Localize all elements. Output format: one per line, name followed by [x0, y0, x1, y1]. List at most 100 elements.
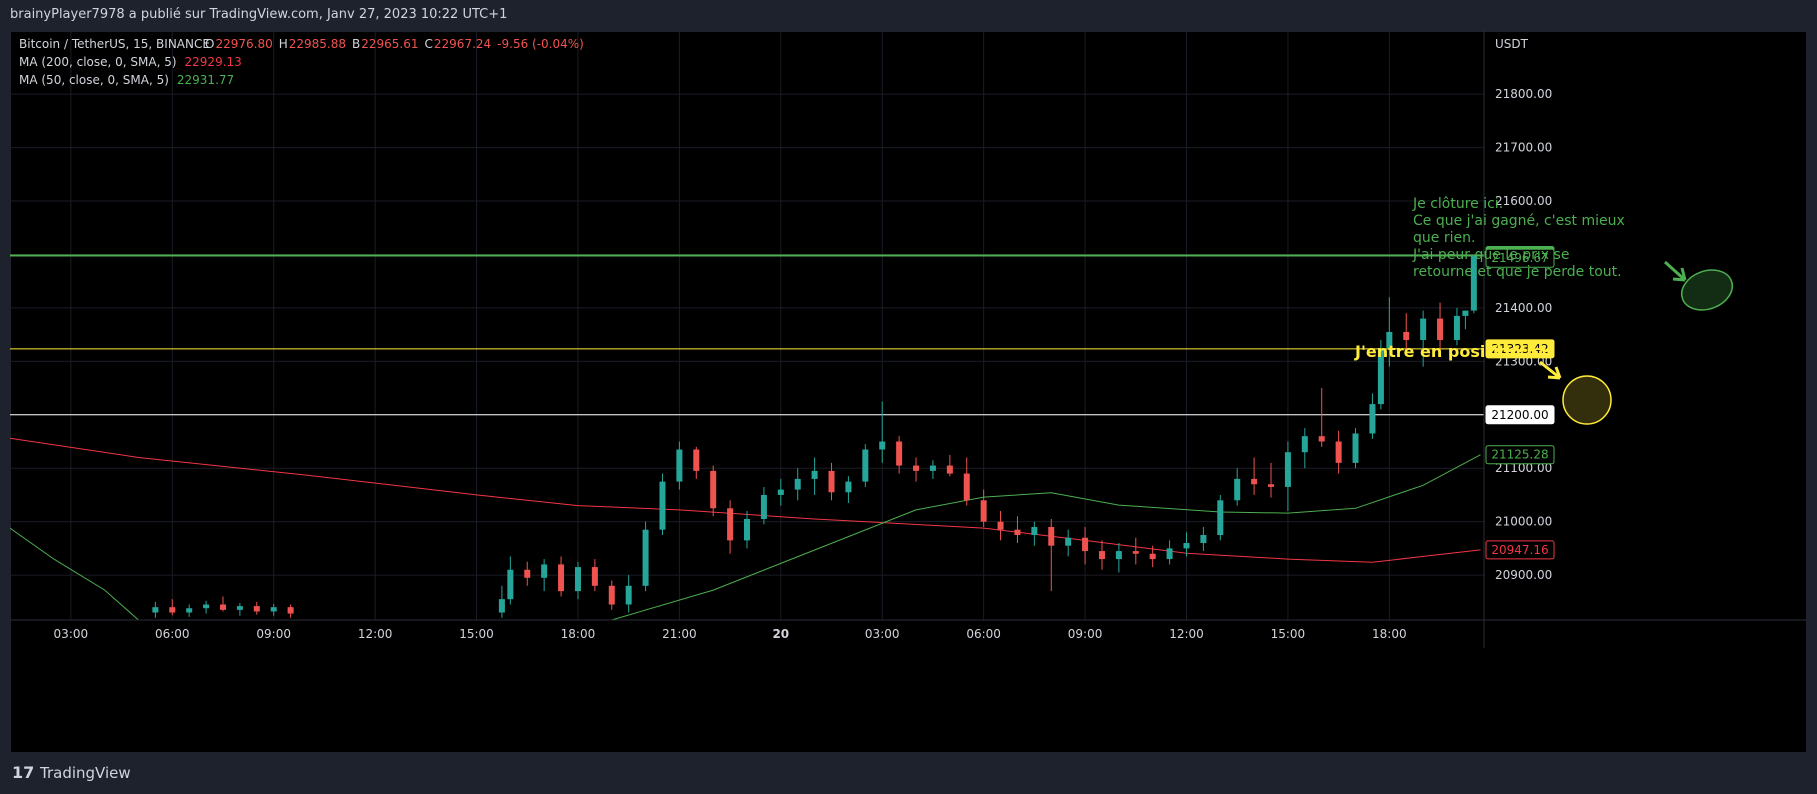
candle-body	[498, 599, 505, 613]
entry-circle	[1562, 375, 1612, 425]
candle-body	[169, 607, 176, 613]
indicator-label: MA (200, close, 0, SMA, 5)	[19, 55, 177, 69]
candle-body	[1318, 436, 1325, 442]
candle-body	[693, 449, 700, 471]
candle-body	[1437, 318, 1444, 340]
exit-arrow	[1663, 260, 1687, 282]
x-tick-label: 21:00	[662, 627, 697, 641]
candle-body	[574, 567, 581, 592]
ohlc-value: 22967.24	[434, 37, 491, 51]
price-badge-label: 21200.00	[1491, 408, 1548, 422]
candle-body	[760, 494, 767, 519]
price-badge	[1485, 405, 1555, 425]
candle-body	[913, 465, 920, 471]
candle-body	[929, 465, 936, 471]
candle-body	[1048, 527, 1055, 546]
candle-body	[1335, 441, 1342, 463]
x-tick-label: 18:00	[1372, 627, 1407, 641]
candle-body	[1234, 478, 1241, 501]
candle-body	[1166, 548, 1173, 560]
candle-body	[744, 518, 750, 541]
x-tick-label: 06:00	[155, 627, 190, 641]
y-tick-label: 21800.00	[1495, 87, 1552, 101]
candle-body	[219, 604, 226, 610]
x-tick-label: 03:00	[865, 627, 900, 641]
candle-body	[997, 521, 1004, 530]
indicator-value: 22929.13	[185, 55, 242, 69]
candle-body	[1386, 331, 1393, 348]
y-tick-label: 21700.00	[1495, 141, 1552, 155]
chart-title: Bitcoin / TetherUS, 15, BINANCE	[19, 37, 210, 51]
candle-body	[236, 606, 243, 610]
y-tick-label: 21100.00	[1495, 461, 1552, 475]
candle-body	[828, 470, 835, 493]
candle-body	[287, 607, 294, 614]
price-marker-label: 21125.28	[1491, 448, 1548, 462]
annotation-exit: J'ai peur que le prix se	[1412, 247, 1569, 263]
price-badge-label: 21323.42	[1491, 342, 1548, 356]
x-tick-label: 12:00	[358, 627, 393, 641]
candle-body	[1082, 537, 1089, 552]
x-tick-label: 03:00	[54, 627, 89, 641]
candle-body	[710, 470, 717, 509]
candle-body	[1377, 347, 1384, 405]
exit-circle	[1680, 269, 1734, 311]
candle-body	[591, 567, 598, 586]
change-value: -9.56 (-0.04%)	[497, 37, 584, 51]
brand: TradingView	[39, 764, 131, 782]
candle-body	[1098, 551, 1105, 560]
candle-body	[524, 569, 531, 578]
x-tick-label: 15:00	[459, 627, 494, 641]
candle-body	[727, 508, 734, 541]
candle-body	[1251, 478, 1258, 485]
y-tick-label: 21600.00	[1495, 194, 1552, 208]
moving-average-line	[10, 437, 1481, 563]
candle-body	[1014, 529, 1021, 536]
annotation-exit: Ce que j'ai gagné, c'est mieux	[1413, 213, 1625, 229]
candle-body	[625, 585, 632, 605]
plot	[10, 254, 1484, 620]
candle-body	[1470, 256, 1477, 311]
candle-body	[980, 500, 987, 522]
candle-body	[1200, 535, 1207, 544]
candle-body	[1115, 551, 1122, 560]
candle-body	[862, 449, 869, 482]
price-marker-label: 21496.67	[1491, 251, 1548, 265]
candle-body	[946, 465, 953, 474]
candle-body	[608, 585, 615, 605]
candle-body	[1284, 452, 1291, 487]
y-tick-label: 21000.00	[1495, 515, 1552, 529]
candle-body	[1065, 537, 1072, 546]
entry-arrow	[1539, 360, 1562, 380]
candle-body	[794, 478, 801, 490]
y-tick-label: 20900.00	[1495, 568, 1552, 582]
annotation-shapes	[1539, 260, 1734, 425]
moving-average-line	[10, 454, 1481, 620]
candle-body	[270, 607, 277, 612]
candle-body	[659, 481, 666, 530]
candle-body	[1352, 433, 1359, 463]
x-tick-label: 18:00	[561, 627, 596, 641]
annotation-entry: J'entre en position ici	[1354, 342, 1547, 361]
price-marker	[1485, 540, 1555, 560]
candle-body	[558, 564, 565, 592]
candle-body	[963, 473, 970, 501]
annotation-exit: retourne et que je perde tout.	[1413, 264, 1622, 280]
x-tick-label: 12:00	[1169, 627, 1204, 641]
candle-body	[1453, 315, 1460, 340]
candle-body	[1369, 404, 1376, 434]
ohlc-key: B	[352, 37, 360, 51]
x-tick-label: 15:00	[1271, 627, 1306, 641]
annotation-exit: que rien.	[1413, 230, 1475, 246]
candle-body	[203, 604, 210, 609]
candle-body	[879, 441, 886, 450]
price-badge	[1485, 339, 1555, 359]
ohlc-value: 22976.80	[215, 37, 272, 51]
candle-body	[507, 569, 514, 600]
candle-body	[1301, 436, 1308, 453]
price-marker	[1485, 445, 1555, 465]
candle-body	[1420, 318, 1427, 340]
annotation-exit: Je clôture ici.	[1412, 196, 1503, 212]
